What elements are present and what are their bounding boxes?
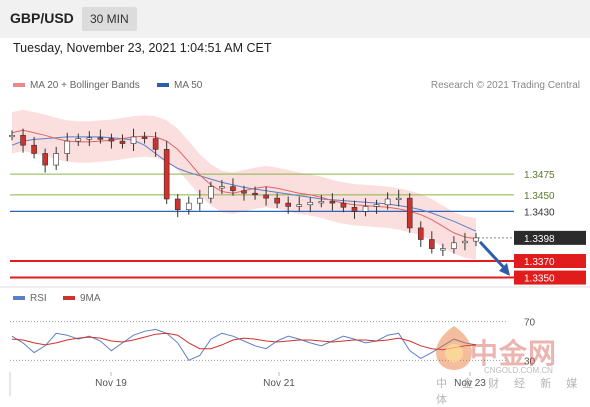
candle-body bbox=[219, 186, 225, 189]
level-tag-support bbox=[514, 270, 586, 285]
rsi-level-label: 30 bbox=[524, 356, 536, 367]
candle-body bbox=[384, 198, 391, 206]
candle-body bbox=[108, 138, 115, 142]
timeframe-badge[interactable]: 30 MIN bbox=[82, 7, 137, 31]
candle-body bbox=[440, 248, 446, 251]
last-price-tag bbox=[514, 230, 586, 245]
legend-ma20: MA 20 + Bollinger Bands bbox=[13, 80, 140, 91]
instrument-title: GBP/USD bbox=[10, 10, 74, 26]
candle-body bbox=[230, 186, 236, 192]
candle-body bbox=[141, 136, 148, 139]
rsi-line bbox=[11, 328, 477, 361]
ma50-label: MA 50 bbox=[174, 80, 203, 91]
level-label-resistance: 1.3475 bbox=[524, 170, 555, 181]
candle-body bbox=[97, 137, 104, 140]
candle-body bbox=[252, 192, 258, 196]
legend-ma50: MA 50 bbox=[157, 80, 202, 91]
candle-body bbox=[20, 134, 26, 146]
legend-rsi: RSI bbox=[13, 293, 47, 304]
watermark-brand: 中金网 bbox=[470, 337, 558, 370]
candle-body bbox=[406, 197, 413, 229]
report-datetime: Tuesday, November 23, 2021 1:04:51 AM CE… bbox=[13, 41, 272, 55]
candle-body bbox=[274, 197, 280, 204]
top-bar: GBP/USD 30 MIN bbox=[0, 0, 590, 38]
watermark-url: CNGOLD.COM.CN bbox=[484, 366, 553, 375]
rsi-ma-label: 9MA bbox=[80, 293, 101, 304]
candle-body bbox=[31, 144, 37, 154]
forecast-arrow bbox=[478, 240, 508, 271]
candle-body bbox=[296, 204, 303, 207]
candle-body bbox=[64, 140, 71, 154]
candle-body bbox=[75, 138, 82, 142]
candle-body bbox=[208, 186, 214, 199]
level-label-last: 1.3398 bbox=[524, 234, 555, 245]
candle-body bbox=[318, 201, 325, 204]
level-label-pivot: 1.3430 bbox=[524, 207, 555, 218]
forecast-arrow-head bbox=[499, 262, 510, 276]
level-tag-support bbox=[514, 254, 586, 269]
x-tick-label: Nov 19 bbox=[95, 378, 127, 389]
ma50-swatch bbox=[157, 83, 169, 88]
candle-body bbox=[451, 242, 457, 249]
candle-body bbox=[119, 140, 126, 144]
candle-body bbox=[53, 153, 59, 166]
ma20-label: MA 20 + Bollinger Bands bbox=[30, 80, 140, 91]
level-label-support: 1.3350 bbox=[524, 274, 555, 285]
rsi-ma-line bbox=[11, 332, 477, 351]
rsi-swatch bbox=[13, 296, 25, 301]
level-label-resistance: 1.3450 bbox=[524, 191, 555, 202]
candle-body bbox=[462, 240, 468, 244]
level-label-support: 1.3370 bbox=[524, 257, 555, 268]
candle-body bbox=[329, 201, 336, 204]
x-tick-label: Nov 21 bbox=[263, 378, 295, 389]
candle-body bbox=[473, 237, 479, 242]
candle-body bbox=[241, 190, 247, 194]
rsi-ma-swatch bbox=[63, 296, 75, 301]
watermark-sub: 中 金 财 经 新 媒 体 bbox=[436, 378, 584, 406]
candle-body bbox=[351, 206, 358, 212]
candle-body bbox=[86, 137, 93, 140]
x-tick-label: Nov 23 bbox=[454, 378, 486, 389]
rsi-label: RSI bbox=[30, 293, 47, 304]
legend-rsi-ma: 9MA bbox=[63, 293, 101, 304]
candle-body bbox=[395, 197, 402, 200]
candle-body bbox=[197, 197, 203, 204]
candle-body bbox=[130, 136, 137, 144]
candle-body bbox=[285, 202, 291, 207]
candle-body bbox=[42, 153, 48, 166]
credit-text: Research © 2021 Trading Central bbox=[430, 80, 580, 91]
ma20-swatch bbox=[13, 83, 25, 88]
candle-body bbox=[9, 134, 15, 138]
candle-body bbox=[362, 206, 369, 212]
rsi-level-label: 70 bbox=[524, 318, 536, 329]
candle-body bbox=[429, 239, 435, 249]
candle-body bbox=[185, 202, 192, 211]
watermark-logo-icon bbox=[436, 326, 472, 370]
candle-body bbox=[152, 138, 159, 150]
candle-body bbox=[163, 149, 170, 200]
candle-body bbox=[340, 202, 347, 208]
candle-body bbox=[307, 201, 314, 206]
candle-body bbox=[373, 204, 380, 207]
candle-body bbox=[174, 198, 181, 211]
candle-body bbox=[263, 194, 269, 199]
bollinger-band bbox=[12, 109, 476, 260]
candle-body bbox=[417, 227, 424, 240]
